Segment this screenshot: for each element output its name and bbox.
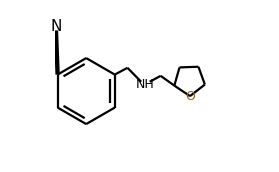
Text: NH: NH [136,78,155,91]
Text: O: O [185,90,195,104]
Text: N: N [50,19,62,34]
